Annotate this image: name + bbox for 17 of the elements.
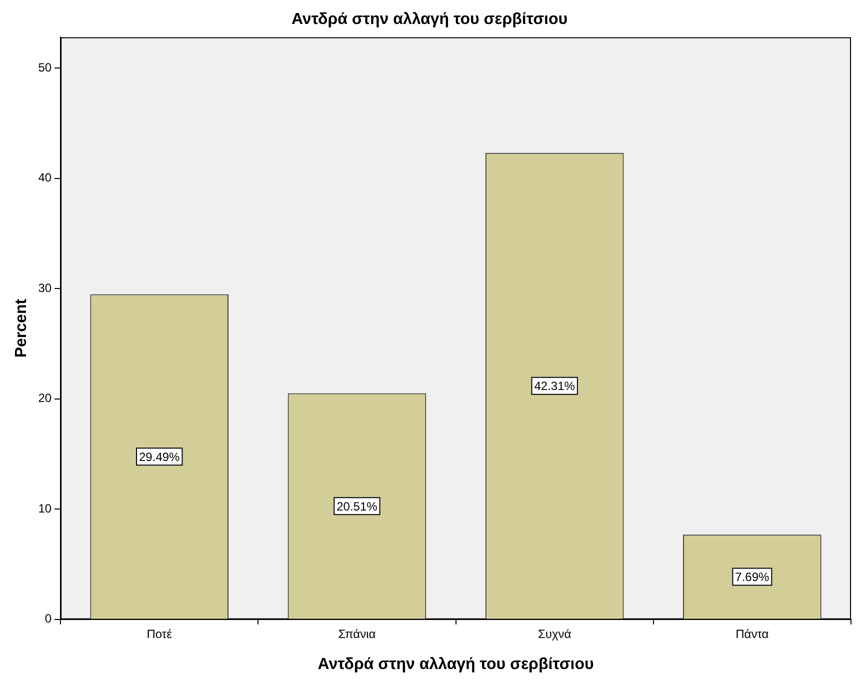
- x-tick-label: Σπάνια: [338, 626, 376, 641]
- chart-title: Αντδρά στην αλλαγή του σερβίτσιου: [291, 11, 568, 28]
- x-tick-label: Συχνά: [538, 626, 572, 641]
- y-tick-label: 20: [38, 391, 52, 406]
- y-tick-label: 30: [38, 280, 52, 295]
- y-tick-label: 50: [38, 60, 52, 74]
- data-label: 7.69%: [735, 570, 770, 584]
- x-tick-label: Ποτέ: [146, 626, 173, 641]
- data-label: 20.51%: [336, 499, 378, 514]
- x-axis-title: Αντδρά στην αλλαγή του σερβίτσιου: [318, 656, 594, 673]
- y-tick-label: 0: [44, 612, 52, 626]
- y-tick-label: 40: [38, 170, 52, 185]
- data-label: 29.49%: [139, 450, 180, 464]
- y-tick-label: 10: [38, 501, 52, 516]
- data-label: 42.31%: [534, 379, 576, 394]
- x-tick-label: Πάντα: [736, 626, 769, 641]
- y-axis-title: Percent: [13, 298, 30, 358]
